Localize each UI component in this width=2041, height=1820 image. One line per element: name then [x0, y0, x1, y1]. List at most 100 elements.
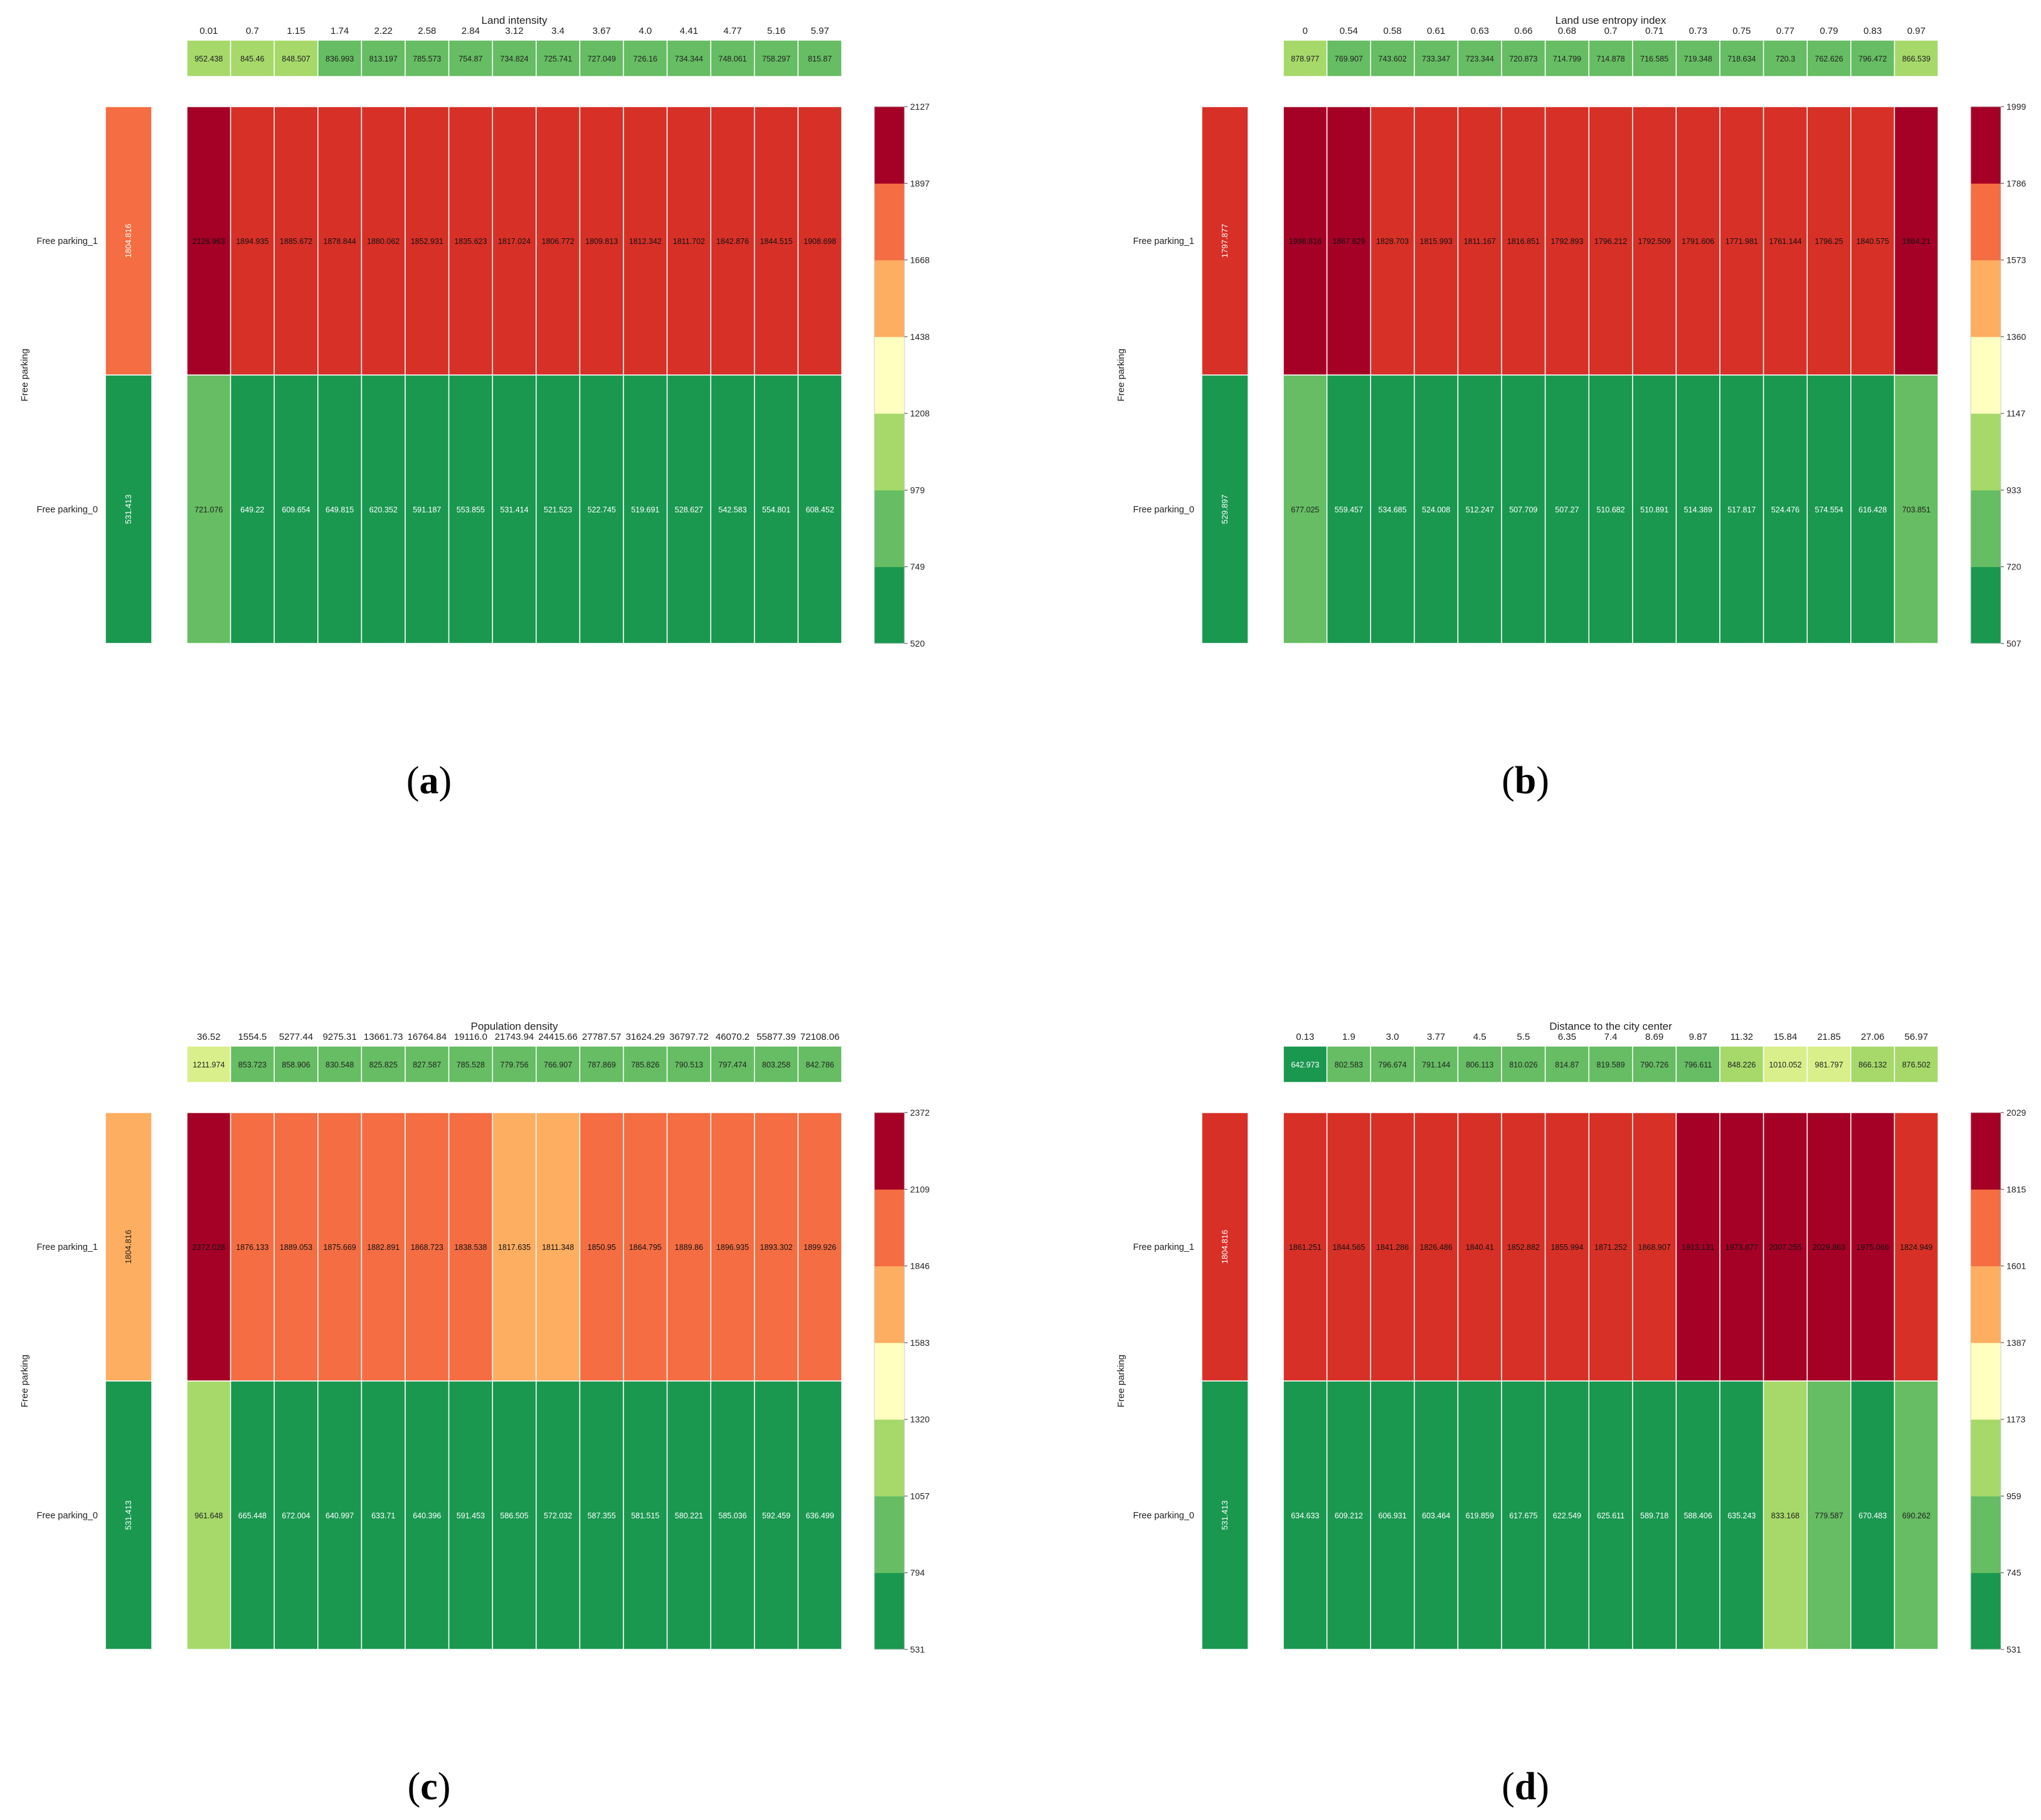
colorbar-tick-label: 745: [2007, 1568, 2022, 1578]
heatmap-cell: [1283, 1380, 1328, 1650]
heatmap-cell-label: 1975.066: [1857, 1243, 1889, 1252]
heatmap-cell: [623, 374, 668, 644]
x-tick-label: 0.75: [1732, 26, 1751, 36]
top-marginal-cell: [536, 40, 581, 77]
heatmap-cell-label: 677.025: [1291, 505, 1319, 514]
top-marginal-label: 796.674: [1378, 1061, 1406, 1069]
x-tick-label: 11.32: [1731, 1032, 1753, 1042]
heatmap-cell-label: 1792.893: [1551, 237, 1583, 246]
heatmap-cell-label: 524.008: [1422, 505, 1450, 514]
top-marginal-label: 814.87: [1555, 1061, 1579, 1069]
heatmap-cell-label: 1796.212: [1594, 237, 1627, 246]
row-marginal-label: 531.413: [124, 495, 133, 524]
colorbar-tick-label: 794: [910, 1568, 925, 1578]
x-tick-label: 4.5: [1473, 1032, 1487, 1042]
colorbar-tick-label: 520: [910, 638, 925, 648]
top-marginal-cell: [492, 40, 537, 77]
heatmap-cell-label: 1811.348: [542, 1243, 574, 1252]
top-marginal-cell: [273, 40, 319, 77]
colorbar-tick-label: 749: [910, 562, 925, 572]
top-marginal-label: 866.539: [1902, 55, 1931, 63]
top-marginal-label: 790.513: [675, 1061, 703, 1069]
colorbar-tick-label: 1360: [2007, 332, 2026, 342]
colorbar-tick-label: 979: [910, 485, 925, 495]
x-tick-label: 0.01: [199, 26, 218, 36]
heatmap-cell: [1544, 374, 1589, 644]
top-marginal-cell: [1850, 1045, 1895, 1083]
heatmap-cell: [536, 1380, 581, 1650]
top-marginal-label: 797.474: [718, 1061, 746, 1069]
colorbar-seg-1: [874, 566, 904, 644]
heatmap-cell-label: 1893.302: [760, 1243, 793, 1252]
x-tick-label: 21743.94: [495, 1032, 534, 1042]
colorbar-seg-3: [874, 1419, 904, 1496]
top-marginal-label: 878.977: [1291, 55, 1319, 63]
heatmap-cell-label: 1908.698: [803, 237, 836, 246]
heatmap-cell: [1806, 106, 1852, 376]
row-label: Free parking_0: [1133, 505, 1194, 515]
heatmap-cell-label: 1868.723: [411, 1243, 443, 1252]
top-marginal-label: 758.297: [762, 55, 790, 63]
x-tick-label: 0.7: [1604, 26, 1618, 36]
heatmap-cell-label: 616.428: [1858, 505, 1887, 514]
heatmap-cell: [186, 106, 231, 376]
heatmap-cell: [448, 106, 493, 376]
heatmap-cell: [1763, 1112, 1808, 1382]
top-marginal-cell: [448, 1045, 493, 1083]
heatmap-cell: [317, 106, 363, 376]
heatmap-cell: [710, 1380, 755, 1650]
top-marginal-cell: [1763, 40, 1808, 77]
heatmap-cell: [1414, 1112, 1459, 1382]
colorbar-seg-5: [874, 260, 904, 337]
x-tick-label: 56.97: [1904, 1032, 1928, 1042]
heatmap-cell: [1894, 106, 1939, 376]
heatmap-cell-label: 510.682: [1596, 505, 1625, 514]
top-marginal-label: 810.026: [1509, 1061, 1537, 1069]
colorbar-tick-label: 2109: [910, 1184, 930, 1194]
heatmap-cell: [1588, 1380, 1633, 1650]
heatmap-cell-label: 519.691: [631, 505, 659, 514]
top-marginal-cell: [1675, 40, 1720, 77]
heatmap-cell: [1719, 1112, 1764, 1382]
heatmap-cell: [273, 106, 319, 376]
heatmap-cell-label: 670.483: [1858, 1511, 1887, 1520]
heatmap-cell: [710, 1112, 755, 1382]
top-marginal-label: 796.611: [1684, 1061, 1712, 1069]
heatmap-cell: [1283, 106, 1328, 376]
top-marginal-label: 806.113: [1466, 1061, 1493, 1069]
top-marginal-label: 790.726: [1640, 1061, 1668, 1069]
row-marginal-label: 1804.816: [124, 1230, 133, 1264]
colorbar-seg-2: [874, 1496, 904, 1574]
colorbar-seg-5: [874, 1266, 904, 1343]
x-tick-label: 36797.72: [669, 1032, 709, 1042]
row-label: Free parking_1: [1133, 1242, 1194, 1252]
heatmap-cell: [797, 1380, 842, 1650]
colorbar-seg-5: [1971, 1266, 2001, 1343]
heatmap-cell: [492, 1380, 537, 1650]
heatmap-cell: [317, 1112, 363, 1382]
x-tick-label: 0.77: [1776, 26, 1794, 36]
heatmap-cell-label: 1894.935: [236, 237, 268, 246]
x-tick-label: 0.7: [246, 26, 259, 36]
x-tick-label: 1554.5: [238, 1032, 267, 1042]
heatmap-cell-label: 1817.024: [498, 237, 531, 246]
heatmap-cell-label: 1855.994: [1551, 1243, 1583, 1252]
x-tick-label: 3.12: [505, 26, 523, 36]
row-marginal-label: 1804.816: [1220, 1230, 1229, 1264]
x-tick-label: 5.5: [1517, 1032, 1530, 1042]
heatmap-cell: [1544, 1380, 1589, 1650]
x-tick-label: 24415.66: [538, 1032, 578, 1042]
row-marginal-label: 1804.816: [124, 224, 133, 258]
top-marginal-cell: [1370, 40, 1415, 77]
top-marginal-label: 727.049: [588, 55, 616, 63]
heatmap-cell: [797, 374, 842, 644]
top-marginal-cell: [797, 40, 842, 77]
top-marginal-cell: [1370, 1045, 1415, 1083]
top-marginal-cell: [361, 1045, 406, 1083]
heatmap-cell-label: 510.891: [1640, 505, 1668, 514]
heatmap-cell: [666, 1380, 711, 1650]
top-marginal-label: 819.589: [1596, 1061, 1625, 1069]
heatmap-cell-label: 1880.062: [367, 237, 400, 246]
top-marginal-cell: [230, 1045, 275, 1083]
heatmap-cell-label: 1817.635: [498, 1243, 531, 1252]
